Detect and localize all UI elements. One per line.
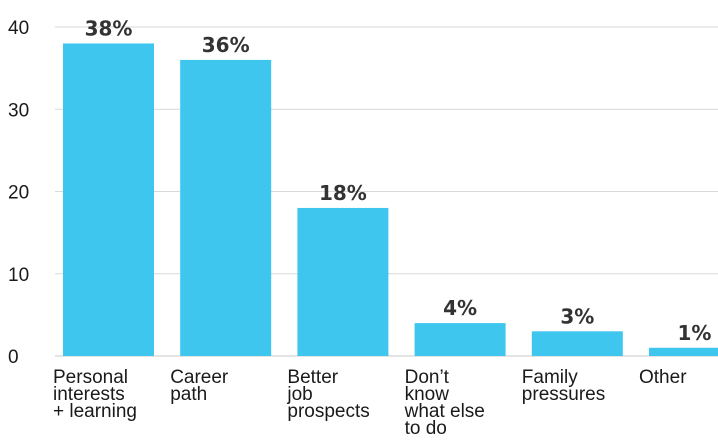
data-label: 1% xyxy=(678,321,712,345)
y-tick-label: 0 xyxy=(8,347,19,368)
bar xyxy=(649,347,718,356)
data-labels: 38% 36% 18% 4% 3% 1% xyxy=(85,16,712,344)
x-category-label: Other xyxy=(639,367,687,388)
y-tick-label: 30 xyxy=(8,100,29,121)
x-category-label: Better job prospects xyxy=(286,367,369,422)
data-label: 18% xyxy=(319,181,367,205)
data-label: 38% xyxy=(85,16,133,40)
bars xyxy=(63,43,718,357)
bar xyxy=(531,331,623,356)
y-tick-label: 20 xyxy=(8,183,29,204)
y-tick-label: 40 xyxy=(8,18,29,39)
x-category-label: Personal interests + learning xyxy=(53,367,137,422)
bar xyxy=(63,43,154,356)
x-category-label: Career path xyxy=(170,367,229,405)
data-label: 4% xyxy=(443,296,477,320)
x-category-label: Don’t know what else to do xyxy=(404,367,485,439)
x-category-label: Family pressures xyxy=(522,367,605,405)
data-label: 3% xyxy=(560,304,594,328)
y-axis-ticks: 0 10 20 30 40 xyxy=(8,18,29,368)
data-label: 36% xyxy=(202,33,250,57)
x-axis-categories: Personal interests + learning Career path Bet… xyxy=(53,367,687,439)
bar xyxy=(297,207,389,356)
bar xyxy=(180,59,272,357)
bar xyxy=(414,323,506,356)
y-tick-label: 10 xyxy=(8,265,29,286)
